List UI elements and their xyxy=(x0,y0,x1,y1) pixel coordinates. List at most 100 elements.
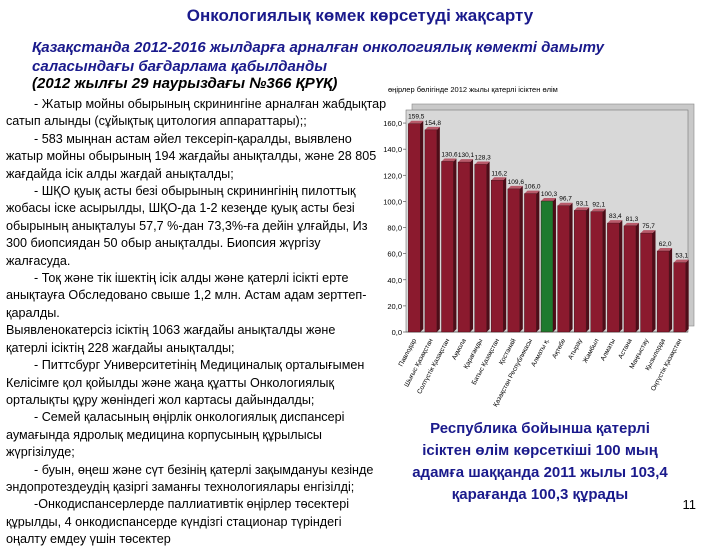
bar-top xyxy=(590,208,606,212)
body-line: Выявленокатерсіз ісіктің 1063 жағдайы ан… xyxy=(6,323,336,338)
bar xyxy=(640,232,653,333)
body-line: жүргізілуде; xyxy=(6,445,75,460)
bar-top xyxy=(491,177,507,181)
bar xyxy=(441,161,454,333)
body-line: - буын, өңеш және сүт безінің қатерлі за… xyxy=(34,462,374,477)
body-line: қаралды. xyxy=(6,305,60,320)
bar-top xyxy=(524,190,540,194)
bar-value-label: 154,8 xyxy=(425,120,442,127)
bar-value-label: 83,4 xyxy=(609,213,622,220)
summary-text: Республика бойынша қатерлі ісіктен өлім … xyxy=(390,418,690,506)
bar xyxy=(408,123,421,333)
y-tick-label: 120,0 xyxy=(383,171,402,180)
body-line: Келісімге қол қойылды және жаңа құатты О… xyxy=(6,375,334,390)
body-line: жалғасуда. xyxy=(6,253,71,268)
body-line: обырының анықталуы 57,7 %-дан 73,3%-ға д… xyxy=(6,218,368,233)
bar xyxy=(524,193,537,333)
bar-value-label: 96,7 xyxy=(559,196,572,203)
bar-top xyxy=(557,202,573,206)
bar xyxy=(474,164,487,333)
category-label: Ақтөбе xyxy=(550,337,567,360)
bar-top xyxy=(424,126,440,130)
bar xyxy=(540,200,554,333)
bar-side xyxy=(453,158,457,332)
bar-side xyxy=(652,230,656,332)
bar xyxy=(457,161,471,333)
bar-side xyxy=(519,185,523,332)
y-tick-label: 60,0 xyxy=(387,250,402,259)
category-label: Алматы xyxy=(600,337,618,362)
bar-top xyxy=(474,161,490,165)
bar-top xyxy=(657,248,673,252)
bar xyxy=(424,129,438,333)
bar xyxy=(607,222,620,333)
bar-value-label: 100,3 xyxy=(541,191,558,198)
bar-side xyxy=(436,126,440,332)
bar-side xyxy=(503,177,507,332)
body-line: аумағында ядролық медицина корпусының құ… xyxy=(6,427,322,442)
bar-side xyxy=(536,190,540,332)
body-line: құрылды, 4 онкодиспансерде күндізгі стац… xyxy=(6,514,342,529)
mortality-bar-chart: 0,0 20,0 40,0 60,0 80,0 100,0 120,0 140,0 160,0 1… xyxy=(383,103,695,408)
bar-value-label: 75,7 xyxy=(642,223,655,230)
bar-side xyxy=(669,248,673,332)
y-tick-label: 20,0 xyxy=(387,302,402,311)
y-tick-label: 100,0 xyxy=(383,197,402,206)
body-line: эндопротездеудің қазіргі заманғы техноло… xyxy=(6,479,355,494)
bar-top xyxy=(408,120,424,124)
program-date: (2012 жылғы 29 наурыздағы №366 ҚРҮҚ) xyxy=(32,75,338,92)
body-line: анықтауға Обследовано свыше 1,2 млн. Аст… xyxy=(6,288,367,303)
bar xyxy=(623,225,637,333)
bar-side xyxy=(569,202,573,332)
bar xyxy=(491,180,504,333)
bar xyxy=(656,250,670,333)
body-text-block: - Жатыр мойны обырының скринингіне арнал… xyxy=(6,96,394,549)
category-label: Ақмола xyxy=(451,337,468,361)
program-subtitle: Қазақстанда 2012-2016 жылдарға арналған … xyxy=(32,39,604,75)
bar-value-label: 81,3 xyxy=(626,216,639,223)
bar-top xyxy=(574,207,590,211)
bar xyxy=(507,188,520,333)
bar-side xyxy=(420,120,424,332)
bar-value-label: 159,5 xyxy=(408,114,425,121)
bar-side xyxy=(635,222,639,332)
bar xyxy=(557,205,570,333)
body-line: қатерлі ісіктің 228 жағдайы анықталды; xyxy=(6,340,235,355)
bar-value-label: 128,3 xyxy=(475,154,492,161)
body-line: 300 биопсиядан 50 обыр анықталды. Биопси… xyxy=(6,236,321,251)
body-line: орталықты құру жөніндегі жол картасы дай… xyxy=(6,392,315,407)
y-tick-label: 40,0 xyxy=(387,276,402,285)
bar-side xyxy=(486,161,490,332)
body-line: - Семей қаласының өңірлік онкологиялық д… xyxy=(34,410,345,425)
summary-line-1: Республика бойынша қатерлі xyxy=(430,420,650,437)
body-line: сатып алынды (сұйықтық цитология аппарат… xyxy=(6,114,307,129)
y-tick-label: 160,0 xyxy=(383,119,402,128)
page-title: Онкологиялық көмек көрсетуді жақсарту xyxy=(186,6,534,25)
bar xyxy=(590,211,603,333)
y-tick-label: 0,0 xyxy=(392,328,402,337)
y-tick-label: 140,0 xyxy=(383,145,402,154)
bar-value-label: 106,0 xyxy=(524,184,541,191)
body-line: - Питтсбург Университетінің Медициналық … xyxy=(34,358,365,373)
summary-line-4: қарағанда 100,3 құрады xyxy=(451,486,629,503)
bar-side xyxy=(586,207,590,332)
bar-top xyxy=(623,222,639,226)
bar-value-label: 130,6 xyxy=(441,151,458,158)
summary-line-2: ісіктен өлім көрсеткіші 100 мың xyxy=(422,442,658,459)
bar-top xyxy=(541,198,556,202)
bar-side xyxy=(685,259,689,332)
bar-value-label: 53,1 xyxy=(675,253,688,260)
bar-value-label: 130,1 xyxy=(458,152,475,159)
bar-side xyxy=(470,159,474,332)
body-line: жатыр мойны обырының 194 жағдайы анықтал… xyxy=(6,149,377,164)
body-line: - Жатыр мойны обырының скринингіне арнал… xyxy=(34,97,387,111)
y-tick-label: 80,0 xyxy=(387,224,402,233)
page-number: 11 xyxy=(682,497,697,512)
bar-top xyxy=(441,158,457,162)
body-line: - Тоқ және тік ішектің ісік алды және қа… xyxy=(34,271,349,286)
body-line: жобасы іске асырылды, ШҚО-да 1-2 кезеңде… xyxy=(6,201,355,216)
bar xyxy=(574,210,587,333)
bar-side xyxy=(619,220,623,332)
category-label: Жамбыл xyxy=(581,337,601,364)
bar-top xyxy=(458,159,474,163)
